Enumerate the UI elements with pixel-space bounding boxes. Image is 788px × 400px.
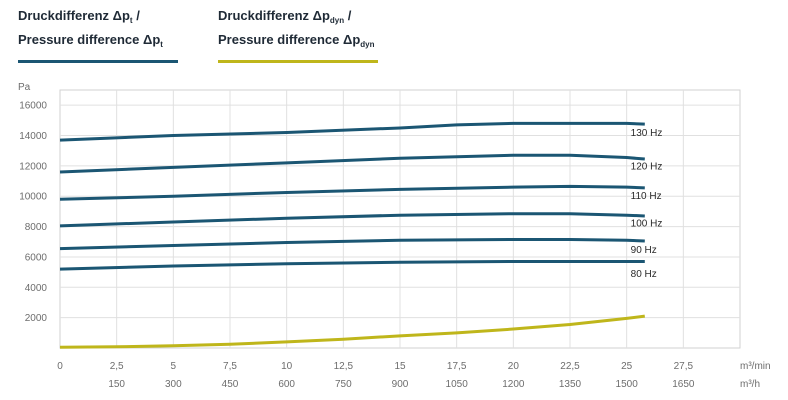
x2-tick-label: 450	[222, 379, 239, 390]
x-tick-label: 12,5	[334, 361, 354, 372]
series-line-pdyn	[59, 314, 645, 349]
series-label: 110 Hz	[631, 191, 662, 202]
x2-tick-label: 900	[392, 379, 409, 390]
x2-tick-label: 1350	[559, 379, 582, 390]
x2-tick-label: 1200	[502, 379, 525, 390]
series-line-90hz	[59, 237, 645, 251]
x-tick-label: 27,5	[674, 361, 694, 372]
x-tick-label: 15	[394, 361, 406, 372]
x2-tick-label: 750	[335, 379, 352, 390]
y-tick-label: 6000	[25, 252, 48, 263]
x-unit-label: m³/min	[740, 361, 771, 372]
y-tick-label: 14000	[19, 131, 47, 142]
legend-item-pt: Druckdifferenz Δpt / Pressure difference…	[18, 6, 178, 63]
legend-item-pdyn: Druckdifferenz Δpdyn / Pressure differen…	[218, 6, 378, 63]
series-line-100hz	[59, 212, 645, 228]
x2-tick-label: 600	[278, 379, 295, 390]
series-label: 100 Hz	[631, 218, 663, 229]
y-tick-label: 4000	[25, 283, 48, 294]
x-tick-label: 7,5	[223, 361, 237, 372]
x-tick-label: 25	[621, 361, 633, 372]
legend-pt-line2: Pressure difference Δpt	[18, 32, 163, 49]
series-line-120hz	[59, 153, 645, 174]
x-tick-label: 0	[57, 361, 63, 372]
x-tick-label: 20	[508, 361, 520, 372]
y-tick-label: 10000	[19, 192, 47, 203]
x2-tick-label: 1650	[672, 379, 695, 390]
y-axis-label: Pa	[18, 82, 31, 93]
x2-tick-label: 1500	[616, 379, 639, 390]
x2-tick-label: 1050	[446, 379, 469, 390]
x2-tick-label: 150	[108, 379, 125, 390]
x-tick-label: 22,5	[560, 361, 580, 372]
x-tick-label: 5	[171, 361, 177, 372]
x2-unit-label: m³/h	[740, 379, 760, 390]
legend-pdyn-swatch	[218, 60, 378, 63]
legend-pt-line1: Druckdifferenz Δpt /	[18, 8, 140, 25]
legend-pt-swatch	[18, 60, 178, 63]
series-line-130hz	[59, 121, 645, 142]
x-tick-label: 17,5	[447, 361, 467, 372]
y-tick-label: 8000	[25, 222, 48, 233]
series-label: 90 Hz	[631, 245, 657, 256]
y-tick-label: 2000	[25, 313, 48, 324]
series-label: 120 Hz	[631, 161, 663, 172]
series-label: 80 Hz	[631, 269, 657, 280]
series-line-110hz	[59, 184, 645, 201]
x-tick-label: 10	[281, 361, 293, 372]
legend-pdyn-line1: Druckdifferenz Δpdyn /	[218, 8, 352, 25]
x2-tick-label: 300	[165, 379, 182, 390]
x-tick-label: 2,5	[110, 361, 124, 372]
legend-pdyn-line2: Pressure difference Δpdyn	[218, 32, 375, 49]
series-label: 130 Hz	[631, 128, 663, 139]
y-tick-label: 12000	[19, 161, 47, 172]
y-tick-label: 16000	[19, 101, 47, 112]
series-line-80hz	[59, 259, 645, 271]
